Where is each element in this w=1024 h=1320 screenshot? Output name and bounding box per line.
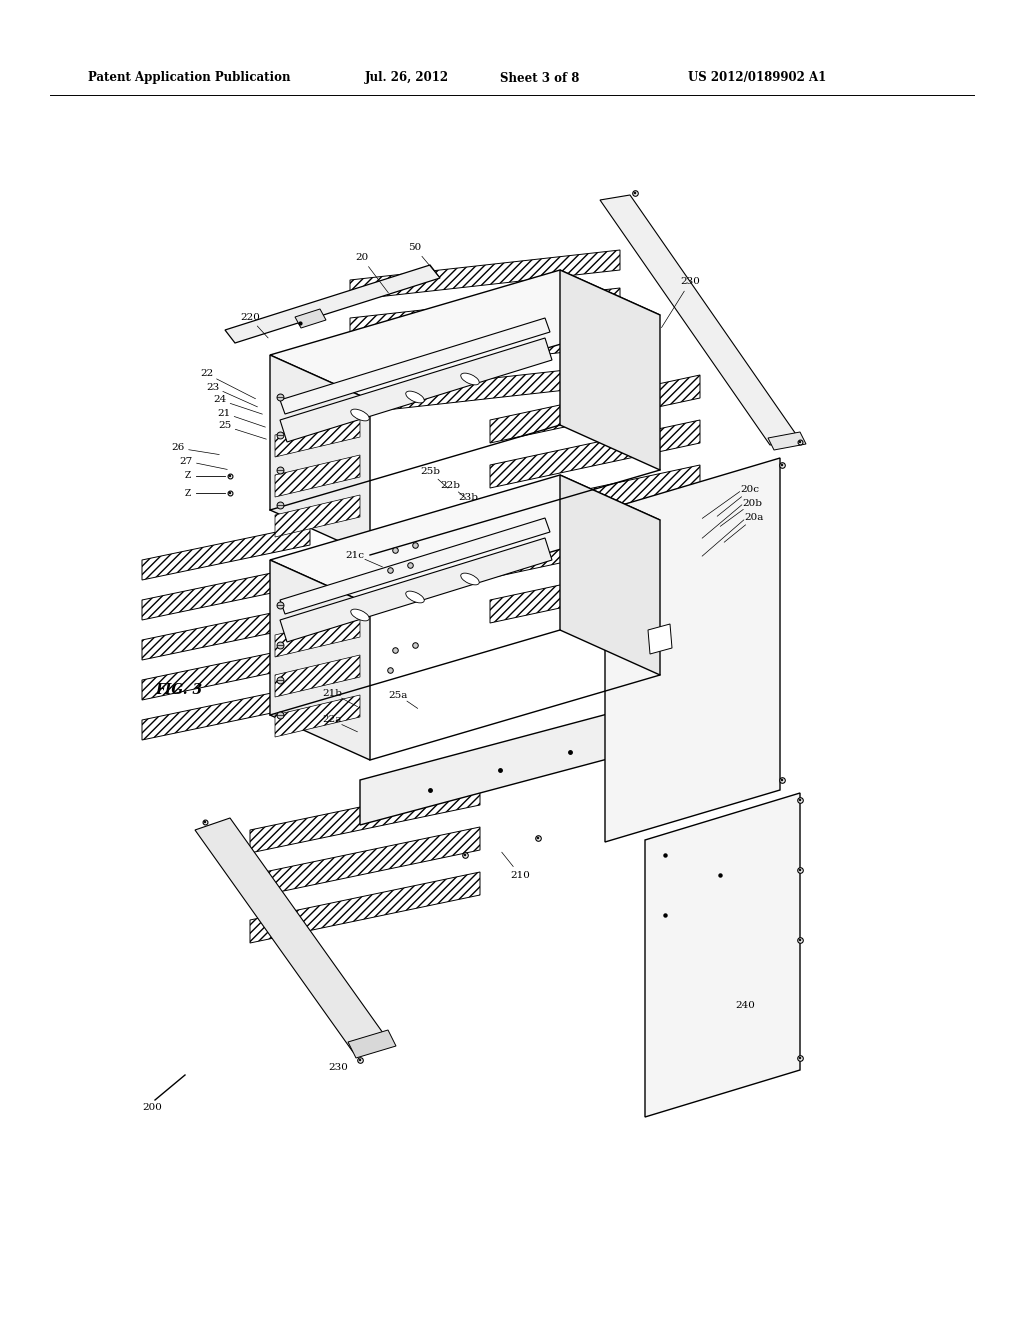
Text: 21b: 21b: [322, 689, 342, 697]
Text: 21: 21: [217, 408, 230, 417]
Polygon shape: [490, 554, 700, 623]
Text: 20c: 20c: [740, 486, 760, 495]
Polygon shape: [270, 355, 370, 554]
Polygon shape: [275, 455, 360, 498]
Text: 210: 210: [510, 870, 530, 879]
Ellipse shape: [406, 391, 424, 403]
Polygon shape: [280, 318, 550, 414]
Polygon shape: [350, 364, 620, 414]
Polygon shape: [275, 495, 360, 537]
Text: 50: 50: [409, 243, 422, 252]
Text: 200: 200: [142, 1104, 162, 1113]
Polygon shape: [295, 309, 326, 327]
Polygon shape: [275, 696, 360, 737]
Polygon shape: [600, 195, 800, 445]
Polygon shape: [768, 432, 806, 450]
Ellipse shape: [351, 609, 370, 620]
Text: 20b: 20b: [742, 499, 762, 507]
Text: 230: 230: [328, 1064, 348, 1072]
Text: 26: 26: [171, 444, 184, 453]
Text: 20: 20: [355, 253, 369, 263]
Ellipse shape: [351, 409, 370, 421]
Text: 220: 220: [240, 314, 260, 322]
Text: 230: 230: [680, 277, 700, 286]
Polygon shape: [225, 265, 440, 343]
Polygon shape: [348, 1030, 396, 1059]
Polygon shape: [280, 338, 552, 442]
Polygon shape: [360, 700, 660, 825]
Text: Z: Z: [185, 488, 191, 498]
Polygon shape: [490, 510, 700, 578]
Text: 20a: 20a: [744, 513, 764, 523]
Polygon shape: [250, 873, 480, 942]
Polygon shape: [490, 465, 700, 533]
Text: 23: 23: [207, 383, 219, 392]
Polygon shape: [275, 414, 360, 457]
Polygon shape: [350, 249, 620, 300]
Polygon shape: [280, 539, 552, 642]
Polygon shape: [142, 685, 310, 741]
Text: Sheet 3 of 8: Sheet 3 of 8: [500, 71, 580, 84]
Polygon shape: [142, 525, 310, 579]
Polygon shape: [280, 517, 550, 614]
Polygon shape: [560, 475, 660, 675]
Text: 27: 27: [179, 457, 193, 466]
Text: 25a: 25a: [388, 690, 408, 700]
Ellipse shape: [461, 573, 479, 585]
Text: 25b: 25b: [420, 467, 440, 477]
Polygon shape: [560, 271, 660, 470]
Polygon shape: [195, 818, 388, 1052]
Polygon shape: [142, 605, 310, 660]
Text: 22b: 22b: [440, 480, 460, 490]
Polygon shape: [605, 458, 780, 842]
Ellipse shape: [406, 591, 424, 603]
Polygon shape: [142, 645, 310, 700]
Text: Jul. 26, 2012: Jul. 26, 2012: [365, 71, 450, 84]
Polygon shape: [648, 624, 672, 653]
Text: Patent Application Publication: Patent Application Publication: [88, 71, 291, 84]
Text: 23b: 23b: [458, 494, 478, 503]
Polygon shape: [350, 326, 620, 376]
Text: 240: 240: [735, 1001, 755, 1010]
Text: US 2012/0189902 A1: US 2012/0189902 A1: [688, 71, 826, 84]
Polygon shape: [142, 565, 310, 620]
Polygon shape: [490, 420, 700, 488]
Text: 22: 22: [201, 370, 214, 379]
Text: 24: 24: [213, 396, 226, 404]
Polygon shape: [275, 655, 360, 697]
Polygon shape: [270, 475, 660, 605]
Polygon shape: [250, 828, 480, 898]
Text: 22a: 22a: [323, 715, 342, 725]
Polygon shape: [350, 288, 620, 338]
Polygon shape: [275, 615, 360, 657]
Text: 21c: 21c: [345, 550, 365, 560]
Polygon shape: [250, 781, 480, 853]
Ellipse shape: [461, 374, 479, 385]
Polygon shape: [270, 271, 660, 400]
Text: FIG. 3: FIG. 3: [155, 682, 202, 697]
Polygon shape: [270, 560, 370, 760]
Polygon shape: [490, 375, 700, 444]
Text: Z: Z: [185, 471, 191, 480]
Text: 25: 25: [218, 421, 231, 430]
Polygon shape: [645, 793, 800, 1117]
